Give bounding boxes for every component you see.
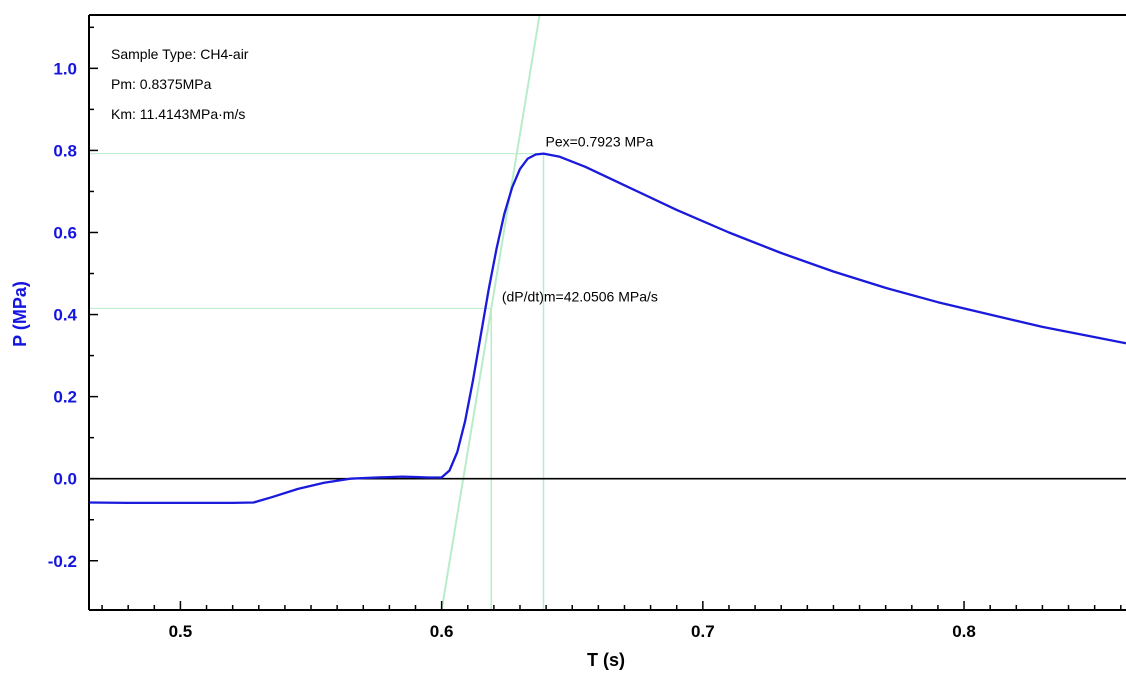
x-axis-title: T (s) xyxy=(587,650,625,670)
plot-area xyxy=(89,15,1126,610)
y-tick-label: -0.2 xyxy=(48,552,77,571)
y-tick-label: 0.4 xyxy=(53,306,77,325)
series-line-0 xyxy=(88,152,1126,505)
y-tick-label: 0.6 xyxy=(53,223,77,242)
peak-pressure-annotation: Pex=0.7923 MPa xyxy=(546,134,654,150)
y-tick-label: 0.8 xyxy=(53,141,77,160)
info-km: Km: 11.4143MPa·m/s xyxy=(111,106,245,122)
info-sample-type: Sample Type: CH4-air xyxy=(111,46,249,62)
x-tick-label: 0.5 xyxy=(169,622,193,641)
x-tick-label: 0.6 xyxy=(430,622,454,641)
y-axis-title: P (MPa) xyxy=(10,281,30,347)
axes xyxy=(88,14,1126,611)
y-tick-label: 1.0 xyxy=(53,59,77,78)
guide-lines xyxy=(89,14,545,611)
x-tick-label: 0.7 xyxy=(691,622,715,641)
x-tick-label: 0.8 xyxy=(952,622,976,641)
y-axis-ticks: -0.2 0.0 0.2 0.4 0.6 0.8 1.0 xyxy=(48,26,98,571)
max-rate-annotation: (dP/dt)m=42.0506 MPa/s xyxy=(502,288,658,304)
info-pm: Pm: 0.8375MPa xyxy=(111,76,212,92)
tangent-line xyxy=(440,14,541,611)
series-layer xyxy=(88,152,1126,505)
y-tick-label: 0.2 xyxy=(53,388,77,407)
y-tick-label: 0.0 xyxy=(53,470,77,489)
x-axis-ticks: 0.5 0.6 0.7 0.8 xyxy=(101,601,1122,641)
